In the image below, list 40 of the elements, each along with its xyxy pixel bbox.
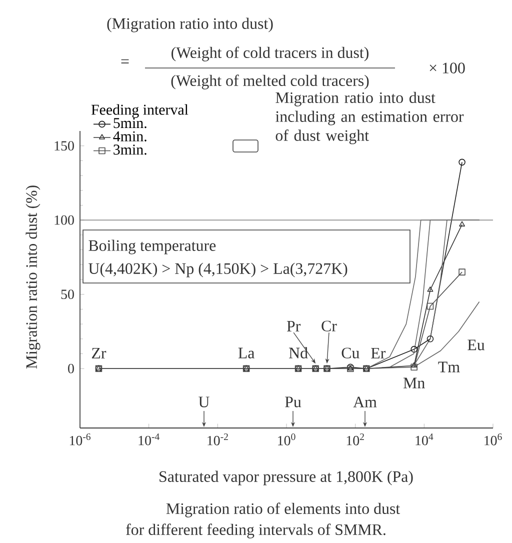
legend-label: 5min. xyxy=(114,118,146,128)
annotation: Am xyxy=(353,396,377,408)
legend-title: Feeding interval xyxy=(91,104,188,118)
annotation: U(4,402K) > Np (4,150K) > La(3,727K) xyxy=(88,262,348,278)
x-tick-label: 10$^{0}$ xyxy=(278,433,296,446)
y-tick-label: 50 xyxy=(61,290,74,300)
text: (Weight of cold tracers in dust) xyxy=(172,46,368,62)
y-tick-label: 150 xyxy=(54,141,74,151)
x-tick-label: 10$^{2}$ xyxy=(346,434,364,446)
text: (Migration ratio into dust) xyxy=(107,18,273,32)
annotation: La xyxy=(238,348,255,358)
y-axis-title: Migration ratio into dust (%) xyxy=(26,186,40,369)
x-tick-label: 10$^{-4}$ xyxy=(138,434,160,446)
x-axis-title: Saturated vapor pressure at 1,800K (Pa) xyxy=(160,470,413,486)
annotation: Migration ratio into dust including an estimation error of dust weight xyxy=(276,92,464,144)
x-tick-label: 10$^{4}$ xyxy=(416,434,434,446)
text: × 100 xyxy=(430,62,465,74)
annotation: Er xyxy=(371,348,386,358)
annotation: Tm xyxy=(438,362,460,372)
annotation: U xyxy=(198,396,210,408)
annotation: Pr xyxy=(286,320,301,332)
annotation: Nd xyxy=(288,347,308,358)
x-tick-label: 10$^{6}$ xyxy=(484,434,502,446)
x-tick-label: 10$^{-6}$ xyxy=(70,434,90,446)
text: for different feeding intervals of SMMR. xyxy=(126,524,386,538)
annotation: Eu xyxy=(468,340,485,350)
annotation: Cu xyxy=(342,348,360,358)
text: = xyxy=(121,59,129,64)
y-tick-label: 0 xyxy=(68,364,74,374)
text: Migration ratio of elements into dust xyxy=(166,502,400,518)
x-tick-label: 10$^{-2}$ xyxy=(208,434,228,446)
legend-label: 4min. xyxy=(113,131,146,142)
annotation: Boiling temperature xyxy=(88,240,216,254)
legend-label: 3min. xyxy=(114,144,146,155)
annotation: Cr xyxy=(322,320,337,332)
annotation: Zr xyxy=(92,348,106,358)
y-tick-label: 100 xyxy=(54,215,74,225)
annotation: Mn xyxy=(403,378,425,388)
annotation: Pu xyxy=(285,396,302,408)
text: (Weight of melted cold tracers) xyxy=(171,74,369,90)
